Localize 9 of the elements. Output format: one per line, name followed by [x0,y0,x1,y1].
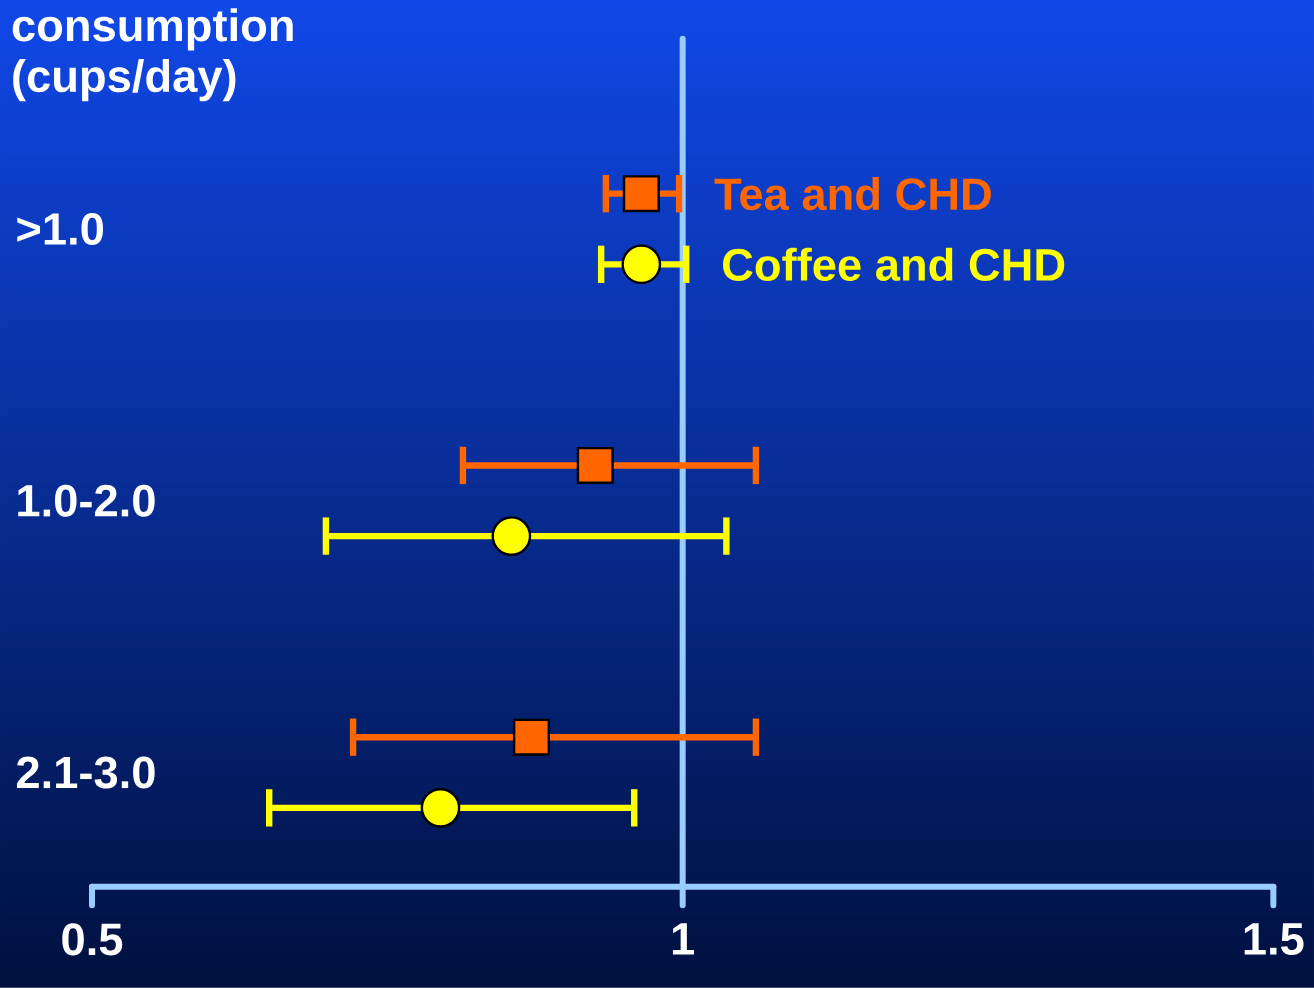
y-tick-label: 2.1-3.0 [16,756,155,789]
chart-title: consumption (cups/day) [12,8,293,102]
y-tick-label: 1.0-2.0 [18,484,155,517]
legend-label: Coffee and CHD [723,247,1065,281]
y-tick-label: >1.0 [17,212,104,246]
series-label: Tea and CHD [714,177,991,211]
x-tick-label: 1.5 [1244,923,1304,955]
x-tick-label: 0.5 [62,923,123,956]
x-tick-label: 1 [672,923,695,955]
